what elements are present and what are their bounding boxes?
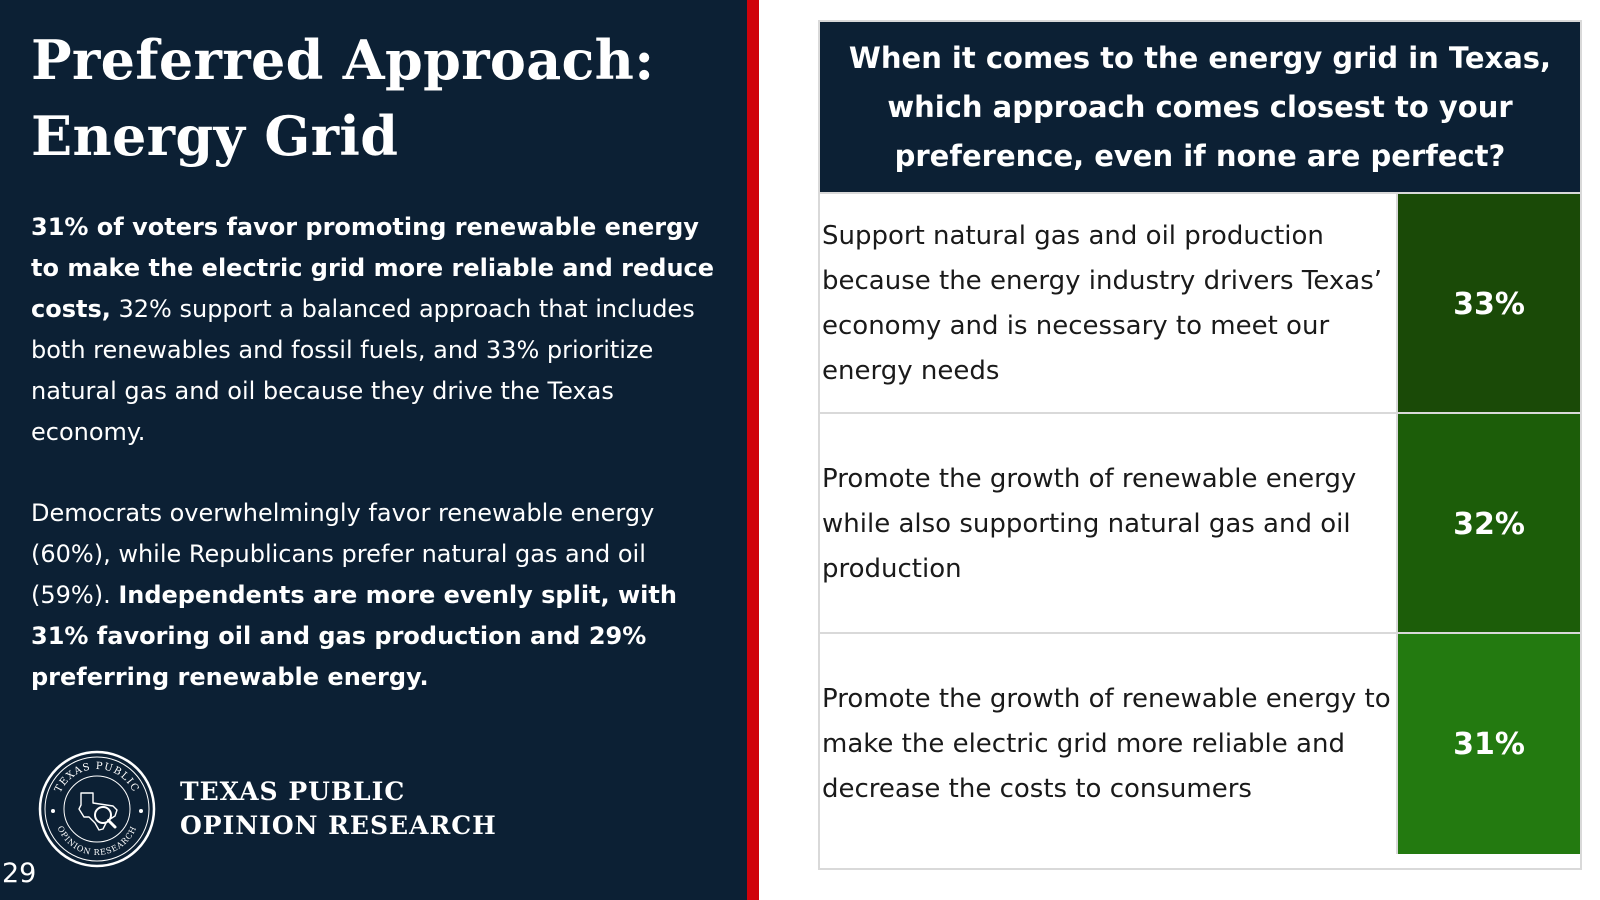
option-text: Support natural gas and oil production b… bbox=[822, 221, 1383, 386]
left-panel: Preferred Approach: Energy Grid 31% of v… bbox=[0, 0, 747, 900]
question-header: When it comes to the energy grid in Texa… bbox=[820, 22, 1580, 192]
results-table: When it comes to the energy grid in Texa… bbox=[818, 20, 1582, 870]
summary-paragraph-1-bold: 31% of voters favor promoting renewable … bbox=[31, 213, 715, 323]
organization-name-line-1: TEXAS PUBLIC bbox=[180, 777, 406, 806]
option-percentage-cell: 33% bbox=[1396, 194, 1580, 414]
option-percentage-cell: 31% bbox=[1396, 634, 1580, 854]
summary-paragraph-2: Democrats overwhelmingly favor renewable… bbox=[31, 493, 731, 698]
title-line-1: Preferred Approach: bbox=[31, 28, 655, 92]
page-number: 29 bbox=[2, 858, 37, 889]
table-row: Promote the growth of renewable energy w… bbox=[820, 412, 1580, 634]
summary-paragraph-1-regular: 32% support a balanced approach that inc… bbox=[31, 295, 695, 446]
title-line-2: Energy Grid bbox=[31, 104, 399, 168]
table-row: Promote the growth of renewable energy t… bbox=[820, 632, 1580, 854]
summary-paragraph-2-bold: Independents are more evenly split, with… bbox=[31, 581, 677, 691]
option-text: Promote the growth of renewable energy t… bbox=[822, 683, 1391, 804]
organization-name: TEXAS PUBLIC OPINION RESEARCH bbox=[180, 775, 497, 843]
option-percentage-cell: 32% bbox=[1396, 414, 1580, 634]
texas-seal-logo: TEXAS PUBLIC OPINION RESEARCH bbox=[38, 750, 156, 868]
question-text: When it comes to the energy grid in Texa… bbox=[848, 40, 1552, 173]
table-row: Support natural gas and oil production b… bbox=[820, 192, 1580, 414]
svg-text:TEXAS PUBLIC: TEXAS PUBLIC bbox=[53, 761, 141, 795]
summary-paragraph-1: 31% of voters favor promoting renewable … bbox=[31, 207, 731, 453]
summary-paragraph-2-regular: Democrats overwhelmingly favor renewable… bbox=[31, 499, 655, 609]
slide-title: Preferred Approach: Energy Grid bbox=[31, 22, 731, 174]
accent-divider bbox=[747, 0, 759, 900]
organization-name-line-2: OPINION RESEARCH bbox=[180, 811, 497, 840]
option-text: Promote the growth of renewable energy w… bbox=[822, 463, 1357, 584]
